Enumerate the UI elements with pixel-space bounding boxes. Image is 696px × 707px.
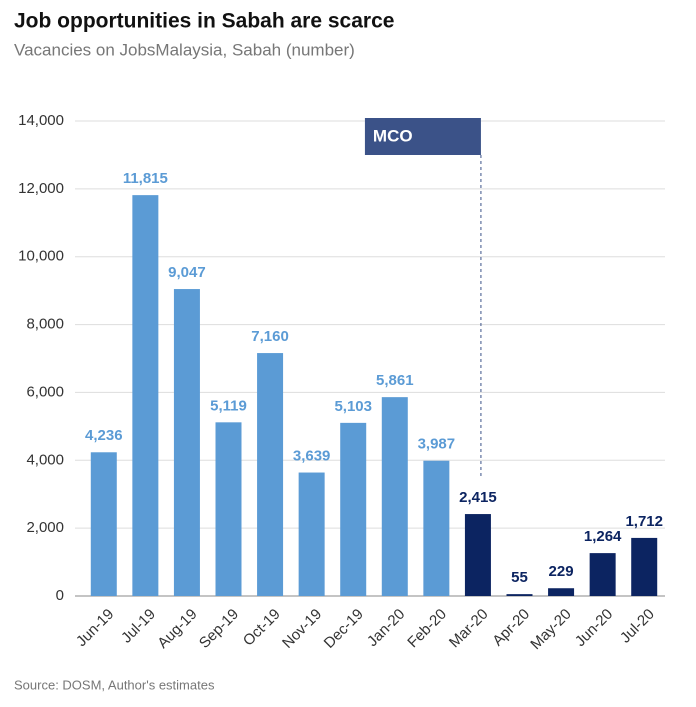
value-label: 5,119 xyxy=(210,397,247,414)
x-tick-label: Mar-20 xyxy=(446,606,492,652)
x-tick-label: Apr-20 xyxy=(489,606,533,650)
bar xyxy=(464,514,491,596)
bar xyxy=(340,422,367,596)
y-tick-label: 4,000 xyxy=(26,451,64,468)
bar xyxy=(548,588,575,596)
x-tick-label: Aug-19 xyxy=(154,606,200,652)
bar xyxy=(381,397,408,596)
x-tick-label: Oct-19 xyxy=(240,606,284,650)
value-label: 5,861 xyxy=(376,372,414,389)
x-tick-label: Sep-19 xyxy=(196,606,242,652)
value-label: 3,639 xyxy=(293,448,331,465)
y-tick-label: 0 xyxy=(56,587,64,604)
y-tick-label: 6,000 xyxy=(26,383,64,400)
chart-title: Job opportunities in Sabah are scarce xyxy=(14,10,394,33)
value-label: 229 xyxy=(549,563,574,580)
annotation-box xyxy=(364,118,481,155)
value-label: 5,103 xyxy=(334,398,372,415)
x-tick-label: May-20 xyxy=(527,606,574,653)
bar xyxy=(173,289,200,596)
annotation-label: MCO xyxy=(373,126,413,145)
value-label: 4,236 xyxy=(85,427,123,444)
x-tick-label: Feb-20 xyxy=(404,606,450,652)
value-label: 2,415 xyxy=(459,489,497,506)
x-tick-label: Jan-20 xyxy=(364,606,408,650)
x-tick-label: Jun-20 xyxy=(572,606,616,650)
value-label: 9,047 xyxy=(168,264,206,281)
value-label: 3,987 xyxy=(418,436,456,453)
x-tick-label: Jul-20 xyxy=(617,606,658,647)
value-label: 55 xyxy=(511,569,528,586)
bar xyxy=(132,195,159,597)
bar xyxy=(506,594,533,596)
chart-subtitle: Vacancies on JobsMalaysia, Sabah (number… xyxy=(14,40,355,59)
x-tick-label: Nov-19 xyxy=(279,606,325,652)
x-tick-label: Jun-19 xyxy=(73,606,117,650)
value-label: 11,815 xyxy=(123,170,168,187)
y-tick-label: 10,000 xyxy=(18,248,64,265)
x-tick-label: Jul-19 xyxy=(118,606,159,647)
x-tick-label: Dec-19 xyxy=(321,606,367,652)
value-label: 1,264 xyxy=(584,528,622,545)
value-label: 1,712 xyxy=(625,513,663,530)
y-tick-label: 12,000 xyxy=(18,180,64,197)
value-label: 7,160 xyxy=(251,328,289,345)
y-tick-label: 14,000 xyxy=(18,112,64,129)
bar xyxy=(215,422,242,596)
bar xyxy=(423,460,450,596)
source: Source: DOSM, Author's estimates xyxy=(14,677,215,692)
bar xyxy=(257,353,284,596)
bar xyxy=(589,553,616,596)
y-tick-label: 8,000 xyxy=(26,316,64,333)
bar xyxy=(298,472,325,596)
bar xyxy=(631,537,658,596)
bar xyxy=(90,452,117,596)
y-tick-label: 2,000 xyxy=(26,519,64,536)
